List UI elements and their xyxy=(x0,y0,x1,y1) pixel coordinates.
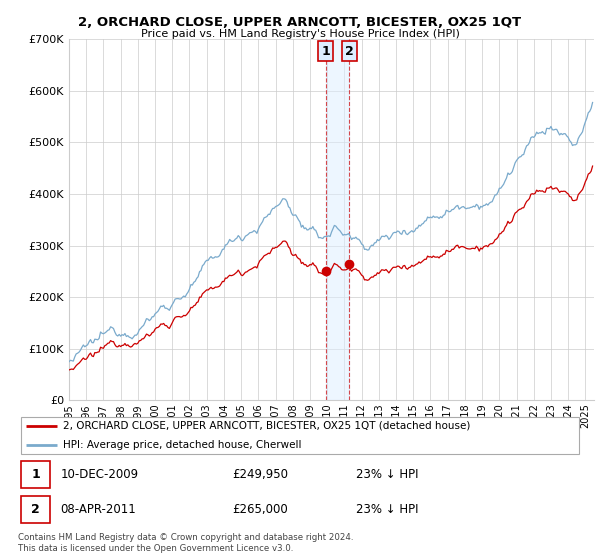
Text: HPI: Average price, detached house, Cherwell: HPI: Average price, detached house, Cher… xyxy=(63,440,302,450)
Text: 2: 2 xyxy=(31,503,40,516)
Text: 08-APR-2011: 08-APR-2011 xyxy=(60,503,136,516)
FancyBboxPatch shape xyxy=(21,417,579,454)
Text: Contains HM Land Registry data © Crown copyright and database right 2024.
This d: Contains HM Land Registry data © Crown c… xyxy=(18,533,353,553)
Text: 1: 1 xyxy=(322,45,330,58)
Bar xyxy=(326,39,349,400)
Text: 1: 1 xyxy=(31,468,40,481)
Text: 23% ↓ HPI: 23% ↓ HPI xyxy=(356,468,419,481)
FancyBboxPatch shape xyxy=(21,461,50,488)
Text: 23% ↓ HPI: 23% ↓ HPI xyxy=(356,503,419,516)
Text: £265,000: £265,000 xyxy=(232,503,288,516)
Text: 10-DEC-2009: 10-DEC-2009 xyxy=(60,468,139,481)
Text: £249,950: £249,950 xyxy=(232,468,289,481)
Text: Price paid vs. HM Land Registry's House Price Index (HPI): Price paid vs. HM Land Registry's House … xyxy=(140,29,460,39)
Text: 2: 2 xyxy=(344,45,353,58)
FancyBboxPatch shape xyxy=(21,496,50,523)
Text: 2, ORCHARD CLOSE, UPPER ARNCOTT, BICESTER, OX25 1QT (detached house): 2, ORCHARD CLOSE, UPPER ARNCOTT, BICESTE… xyxy=(63,421,470,431)
Text: 2, ORCHARD CLOSE, UPPER ARNCOTT, BICESTER, OX25 1QT: 2, ORCHARD CLOSE, UPPER ARNCOTT, BICESTE… xyxy=(79,16,521,29)
